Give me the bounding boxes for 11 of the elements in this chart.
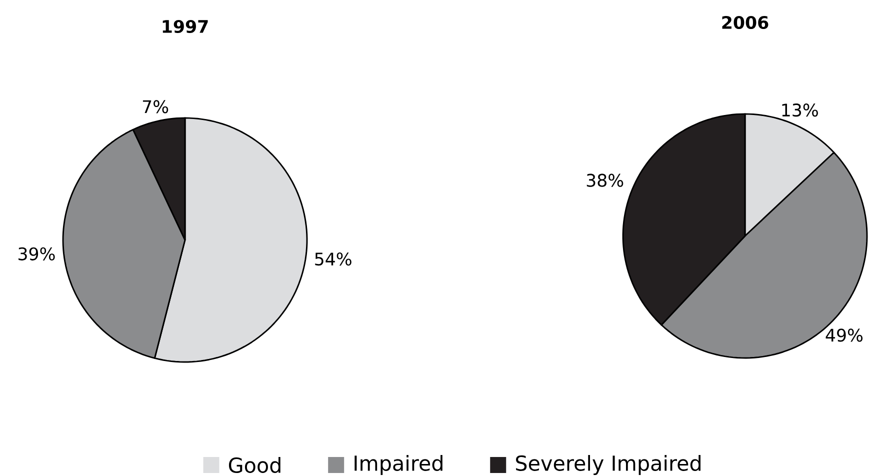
data-label: 38%	[586, 174, 624, 187]
legend-label: Good	[228, 457, 280, 473]
data-label: 13%	[782, 104, 818, 117]
chart-title: 1997	[162, 20, 208, 34]
chart-title: 2006	[722, 16, 768, 30]
data-label: 54%	[315, 252, 352, 266]
legend-label: Severely Impaired	[516, 454, 700, 476]
data-label: 49%	[826, 328, 863, 342]
legend-label: Impaired	[354, 454, 442, 476]
data-label: 39%	[18, 247, 55, 260]
data-label: 7%	[142, 100, 168, 114]
